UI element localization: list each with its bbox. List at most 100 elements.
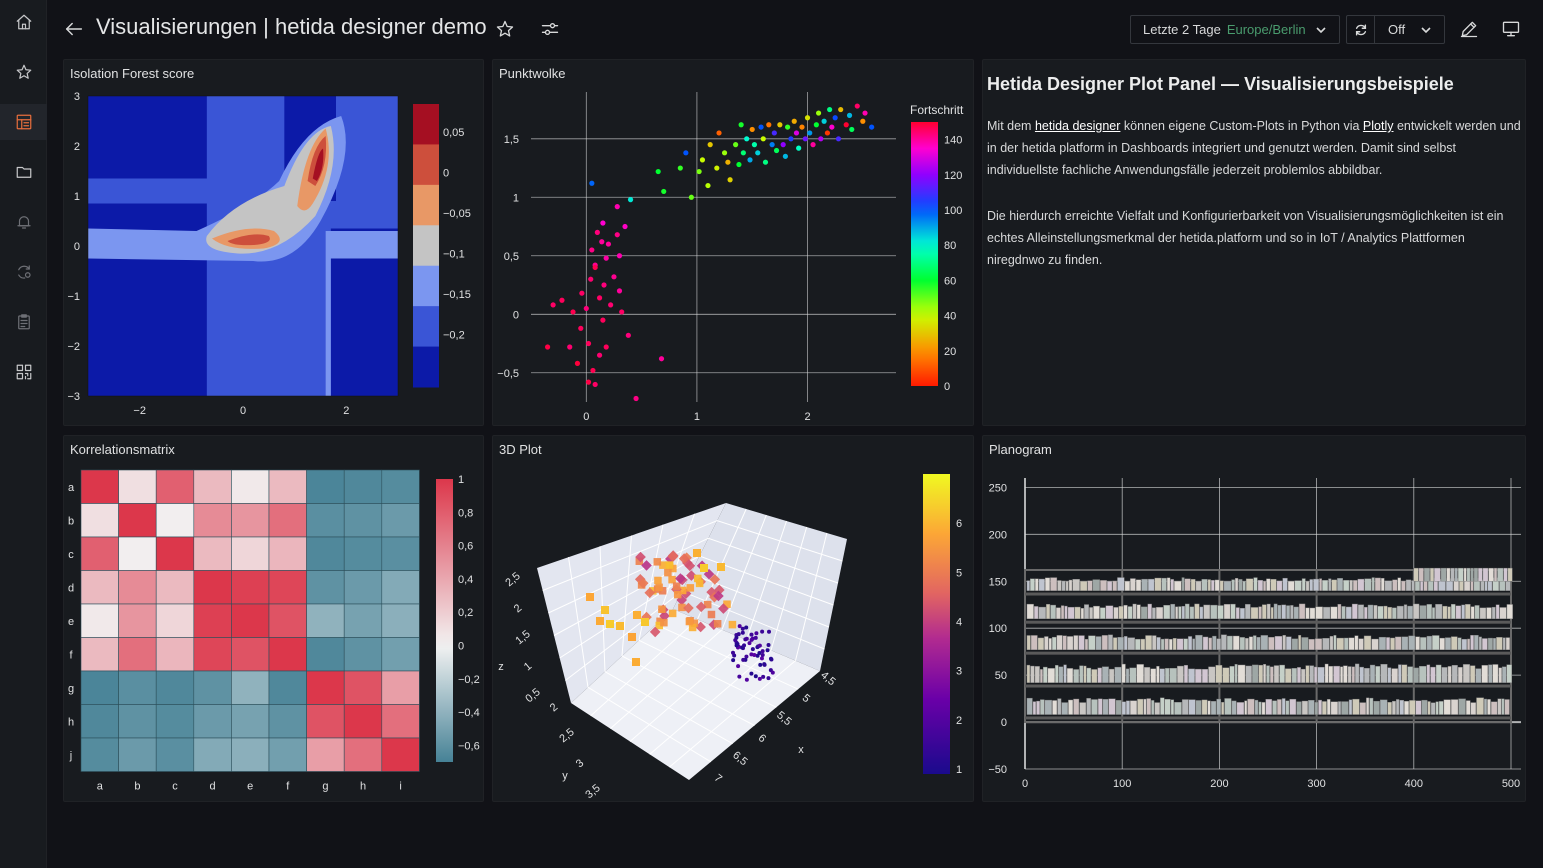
product-box — [1108, 698, 1116, 715]
x-tick-label: i — [399, 781, 401, 793]
product-box — [1430, 567, 1434, 582]
scatter-point — [677, 165, 683, 171]
product-box — [1062, 635, 1067, 650]
product-box — [1159, 668, 1165, 683]
product-box — [1152, 607, 1156, 620]
scatter-point — [799, 124, 805, 130]
heatmap-cell — [155, 704, 195, 739]
product-box — [1152, 635, 1157, 650]
product-box — [1495, 604, 1500, 620]
product-box — [1426, 635, 1432, 650]
product-box — [1261, 604, 1267, 620]
plot3d-point — [672, 582, 681, 590]
scatter-panel: Punktwolke 1,5 1 0,5 0 −0,5 0 1 2 Fortschritt 140… — [492, 59, 974, 426]
scatter-chart[interactable]: 1,5 1 0,5 0 −0,5 0 1 2 Fortschritt 140 120 100 80 60 4… — [493, 60, 975, 427]
plot3d-point — [767, 629, 772, 634]
product-box — [1446, 567, 1451, 582]
scatter-point — [810, 142, 816, 148]
hetida-designer-link[interactable]: hetida designer — [1034, 119, 1121, 133]
isolation-forest-chart[interactable]: 3 2 1 0 −1 −2 −3 −2 0 2 0,05 0 −0,05 −0,1 −0,15 −0,2 — [64, 60, 485, 427]
scatter-point — [785, 124, 791, 130]
home-icon[interactable] — [0, 4, 47, 40]
product-box — [1309, 579, 1313, 591]
colorbar-tick-label: −0,05 — [443, 208, 471, 220]
time-range-picker[interactable]: Letzte 2 Tage Europe/Berlin — [1130, 15, 1340, 44]
scatter-point — [596, 352, 603, 358]
heatmap-cell — [118, 469, 157, 504]
correlation-heatmap[interactable]: a b c d e f g h j a b c d e f g h i 1 0,8 0,6 0,4 0,2 0 −0,2 −0,4… — [64, 436, 485, 803]
colorbar-tick-label: 0,4 — [458, 574, 473, 586]
heatmap-cell — [193, 637, 232, 672]
product-box — [1084, 639, 1089, 650]
dashboards-icon[interactable] — [0, 104, 47, 140]
product-box — [1317, 666, 1325, 683]
product-box — [1345, 606, 1352, 620]
plot3d-point — [757, 651, 762, 656]
product-box — [1207, 700, 1211, 715]
plot3d-point — [713, 620, 722, 628]
plot3d-chart[interactable]: 2,5 2 1,5 1 0,5 z 2 2,5 3 3,5 y 4,5 5 5,5 6 6,5 7 x 6 5 4 3 2 1 — [493, 436, 975, 803]
product-box — [1308, 700, 1315, 715]
product-box — [1379, 699, 1388, 715]
product-box — [1450, 699, 1459, 715]
product-box — [1419, 605, 1427, 620]
plotly-link[interactable]: Plotly — [1362, 119, 1394, 133]
scatter-point — [592, 381, 598, 388]
bell-icon[interactable] — [0, 204, 47, 240]
product-box — [1463, 567, 1467, 582]
colorbar-tick-label: 0 — [944, 381, 950, 393]
product-box — [1493, 567, 1498, 582]
product-box — [1061, 580, 1066, 591]
z-tick-label: 1 — [522, 660, 534, 673]
product-box — [1092, 579, 1100, 591]
product-box — [1405, 579, 1412, 591]
plot3d-point — [635, 557, 644, 565]
refresh-button[interactable] — [1346, 15, 1375, 44]
monitor-icon[interactable] — [1501, 19, 1521, 39]
product-box — [1359, 666, 1364, 683]
edit-pencil-icon[interactable] — [1459, 19, 1479, 39]
scatter-point — [807, 130, 813, 136]
product-box — [1371, 638, 1379, 650]
heatmap-cell — [80, 469, 119, 504]
sync-settings-icon[interactable] — [0, 254, 47, 290]
refresh-interval-picker[interactable]: Off — [1375, 15, 1445, 44]
plot3d-point — [686, 570, 697, 581]
plot-frame — [87, 95, 399, 397]
settings-sliders-icon[interactable] — [540, 19, 560, 39]
plot3d-point — [641, 618, 649, 626]
product-box — [1107, 581, 1113, 591]
product-box — [1430, 702, 1436, 715]
plot3d-point — [731, 658, 736, 663]
product-box — [1161, 577, 1167, 591]
y-tick-label: −1 — [67, 291, 80, 303]
product-box — [1216, 698, 1222, 715]
scatter-point — [862, 110, 868, 116]
scatter-point — [725, 159, 731, 165]
plot3d-point — [664, 568, 672, 577]
colorbar-tick-label: −0,6 — [458, 740, 480, 752]
star-icon[interactable] — [495, 19, 515, 39]
product-box — [1026, 580, 1030, 591]
plot3d-point — [668, 609, 677, 618]
heatmap-cell — [268, 570, 307, 605]
product-box — [1289, 698, 1297, 715]
scatter-point — [633, 395, 639, 402]
colorbar-tick-label: 0,2 — [458, 607, 473, 619]
product-box — [1086, 667, 1092, 683]
clipboard-icon[interactable] — [0, 304, 47, 340]
product-box — [1493, 638, 1496, 650]
product-box — [1354, 635, 1359, 650]
scatter-point — [804, 115, 811, 121]
back-arrow-icon[interactable] — [63, 18, 85, 40]
scatter-point — [796, 145, 802, 151]
star-icon[interactable] — [0, 54, 47, 90]
product-box — [1130, 700, 1138, 715]
y-tick-label: d — [68, 582, 74, 594]
heatmap-cell — [193, 603, 232, 638]
scatter-point — [744, 136, 750, 142]
qr-icon[interactable] — [0, 354, 47, 390]
folder-icon[interactable] — [0, 154, 47, 190]
plot3d-point — [717, 563, 725, 571]
